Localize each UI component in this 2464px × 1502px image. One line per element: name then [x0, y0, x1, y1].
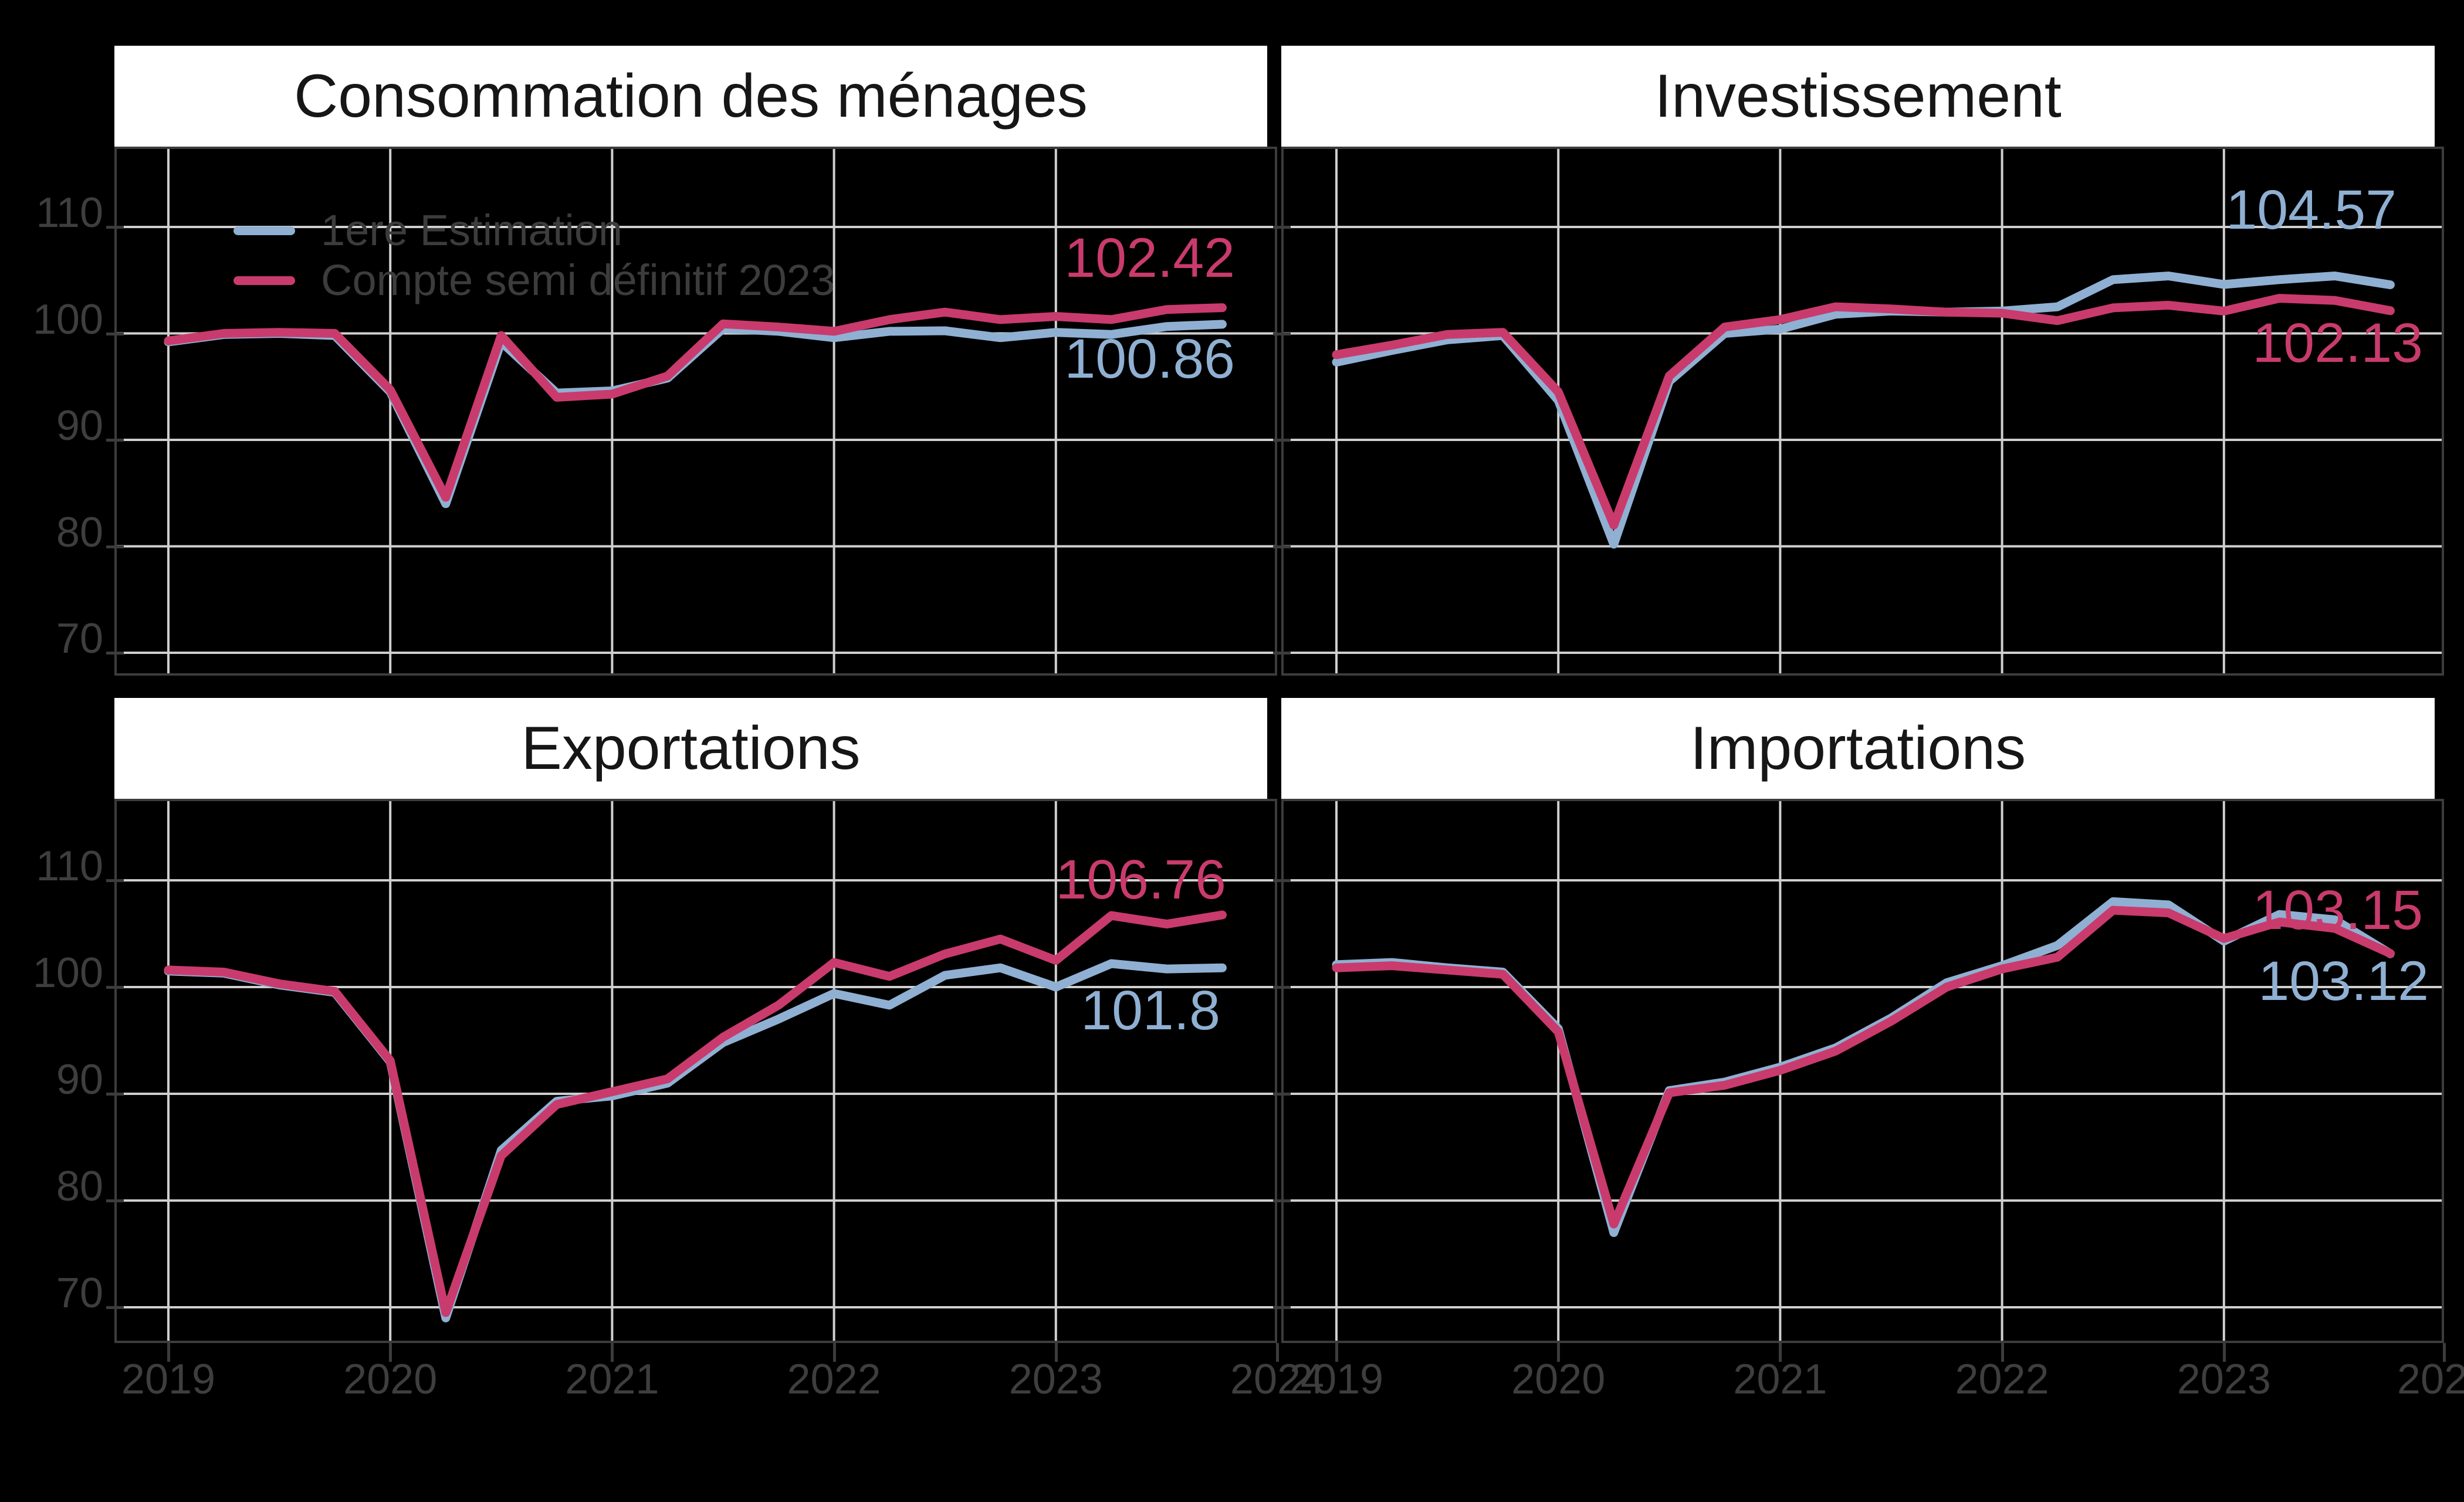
- end-value-label-estimation: 100.86: [1064, 328, 1235, 390]
- x-tick-label: 2020: [1511, 1356, 1606, 1403]
- y-axis-tick: [106, 439, 124, 442]
- y-tick-label: 80: [56, 1163, 103, 1210]
- legend-item-compte-semi-definitif: Compte semi définitif 2023: [233, 258, 835, 303]
- x-tick-label: 2022: [787, 1356, 881, 1403]
- y-tick-label: 110: [36, 189, 103, 236]
- x-tick-label: 2023: [2177, 1356, 2271, 1403]
- x-axis-tick: [1557, 1343, 1561, 1362]
- y-tick-label: 80: [56, 508, 103, 556]
- y-axis-tick: [1273, 1306, 1291, 1309]
- x-tick-label: 2023: [1008, 1356, 1103, 1403]
- x-tick-label: 2021: [565, 1356, 659, 1403]
- x-tick-label: 2019: [1289, 1356, 1384, 1403]
- x-tick-label: 2020: [343, 1356, 438, 1403]
- panel-title-strip: Investissement: [1281, 46, 2435, 147]
- y-axis-tick: [1273, 545, 1291, 548]
- end-value-label-semi-definitif: 102.13: [2252, 312, 2423, 374]
- x-tick-label: 2022: [1955, 1356, 2049, 1403]
- legend-item-premiere-estimation: 1ere Estimation: [233, 208, 622, 253]
- end-value-label-semi-definitif: 102.42: [1064, 227, 1235, 289]
- y-tick-label: 70: [56, 615, 103, 662]
- y-axis-tick: [1273, 1199, 1291, 1202]
- y-axis-tick: [106, 986, 124, 989]
- panel-title-strip: Consommation des ménages: [114, 46, 1267, 147]
- x-tick-label: 2024: [1230, 1356, 1325, 1403]
- y-tick-label: 100: [32, 950, 103, 996]
- y-axis-tick: [1273, 226, 1291, 229]
- y-axis-tick: [106, 652, 124, 655]
- x-axis-tick: [2443, 1343, 2446, 1362]
- y-tick-label: 90: [56, 402, 103, 449]
- end-value-label-semi-definitif: 103.15: [2252, 879, 2423, 941]
- x-axis-tick: [1779, 1343, 1782, 1362]
- x-axis-tick: [389, 1343, 392, 1362]
- panel-title: Importations: [1690, 714, 2026, 782]
- legend-line-swatch-pink: [233, 276, 295, 285]
- y-axis-tick: [1273, 332, 1291, 335]
- y-axis-tick: [106, 332, 124, 335]
- y-axis-tick: [1273, 439, 1291, 442]
- end-value-label-semi-definitif: 106.76: [1055, 849, 1226, 911]
- end-value-label-estimation: 104.57: [2226, 179, 2397, 241]
- end-value-label-estimation: 103.12: [2258, 950, 2429, 1012]
- panel-title: Investissement: [1654, 62, 2062, 130]
- x-axis-tick: [2222, 1343, 2226, 1362]
- y-axis-tick: [1273, 652, 1291, 655]
- y-axis-tick: [106, 1093, 124, 1096]
- x-axis-tick: [1054, 1343, 1058, 1362]
- plot-area-importations: [1281, 799, 2444, 1343]
- plot-area-consommation-des-m-nages: [114, 147, 1277, 676]
- panel-title-strip: Importations: [1281, 698, 2435, 799]
- y-axis-tick: [106, 1306, 124, 1309]
- panel-title-strip: Exportations: [114, 698, 1267, 799]
- legend-item-label: 1ere Estimation: [321, 206, 623, 255]
- line-compte-semi-definitif: [164, 910, 1227, 1317]
- y-tick-label: 100: [32, 296, 103, 343]
- x-axis-tick: [1276, 1343, 1279, 1362]
- line-premiere-estimation: [1332, 897, 2395, 1237]
- y-axis-tick: [106, 545, 124, 548]
- line-compte-semi-definitif: [164, 303, 1227, 502]
- x-axis-tick: [832, 1343, 836, 1362]
- y-axis-tick: [106, 879, 124, 882]
- y-axis-tick: [1273, 1093, 1291, 1096]
- y-axis-tick: [1273, 879, 1291, 882]
- panel-title: Consommation des ménages: [294, 62, 1088, 130]
- y-tick-label: 110: [36, 843, 103, 890]
- x-tick-label: 2019: [121, 1356, 216, 1403]
- plot-area-exportations: [114, 799, 1277, 1343]
- x-axis-tick: [2001, 1343, 2004, 1362]
- x-tick-label: 2021: [1733, 1356, 1827, 1403]
- line-compte-semi-definitif: [1332, 294, 2395, 530]
- panel-title: Exportations: [521, 714, 861, 782]
- y-axis-tick: [1273, 986, 1291, 989]
- legend-item-label: Compte semi définitif 2023: [321, 256, 835, 304]
- line-compte-semi-definitif: [1332, 906, 2395, 1229]
- y-axis-tick: [106, 1199, 124, 1202]
- x-tick-label: 2024: [2397, 1356, 2464, 1403]
- x-axis-tick: [611, 1343, 614, 1362]
- y-tick-label: 90: [56, 1056, 103, 1103]
- x-axis-tick: [167, 1343, 170, 1362]
- y-axis-tick: [106, 226, 124, 229]
- legend-line-swatch-blue: [233, 226, 295, 235]
- end-value-label-estimation: 101.8: [1081, 979, 1220, 1042]
- plot-area-investissement: [1281, 147, 2444, 676]
- y-tick-label: 70: [56, 1270, 103, 1317]
- x-axis-tick: [1335, 1343, 1338, 1362]
